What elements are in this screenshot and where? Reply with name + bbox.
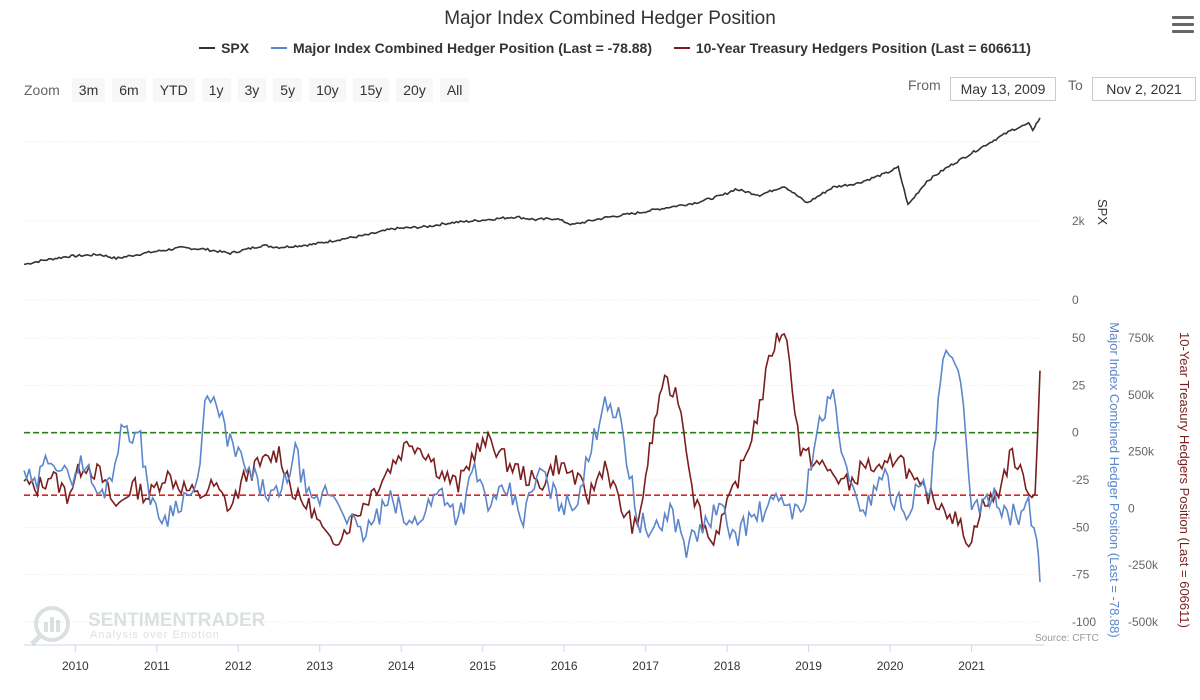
- spx-series-line: [23, 117, 1041, 266]
- hedger-axis-title: Major Index Combined Hedger Position (La…: [1107, 322, 1122, 637]
- treasury-series-line: [23, 332, 1041, 549]
- legend-label-spx: SPX: [221, 40, 250, 56]
- treasury-tick-label: -250k: [1128, 558, 1159, 572]
- legend-swatch-hedger: [270, 47, 287, 50]
- hamburger-icon-bar: [1172, 16, 1194, 19]
- x-tick-label: 2014: [388, 659, 415, 673]
- hedger-tick-label: 50: [1072, 331, 1086, 345]
- chart-axes: 2k 0 SPX 50 25 0 -25 -50 -75 -100 750k 500k 250k 0 -25…: [24, 199, 1192, 673]
- range-to-input[interactable]: Nov 2, 2021: [1092, 77, 1196, 101]
- legend-swatch-treasury: [673, 47, 690, 50]
- range-to-label: To: [1068, 77, 1083, 93]
- watermark-logo: SENTIMENTRADER Analysis over Emotion: [30, 604, 265, 651]
- hedger-tick-label: 25: [1072, 378, 1086, 392]
- legend-label-hedger: Major Index Combined Hedger Position (La…: [292, 40, 652, 56]
- magnifier-icon: [30, 606, 70, 646]
- x-tick-label: 2020: [877, 659, 904, 673]
- legend-item-hedger[interactable]: Major Index Combined Hedger Position (La…: [270, 40, 652, 56]
- hedger-tick-label: 0: [1072, 426, 1079, 440]
- zoom-button-10y[interactable]: 10y: [309, 78, 346, 102]
- x-tick-label: 2012: [225, 659, 252, 673]
- hamburger-icon-bar: [1172, 30, 1194, 33]
- chart-legend: SPX Major Index Combined Hedger Position…: [0, 40, 1200, 56]
- x-tick-label: 2015: [469, 659, 496, 673]
- zoom-button-6m[interactable]: 6m: [112, 78, 146, 102]
- range-from-input[interactable]: May 13, 2009: [950, 77, 1056, 101]
- chart-title: Major Index Combined Hedger Position: [444, 8, 776, 29]
- treasury-tick-label: 250k: [1128, 445, 1155, 459]
- legend-item-treasury[interactable]: 10-Year Treasury Hedgers Position (Last …: [673, 40, 1031, 56]
- zoom-button-5y[interactable]: 5y: [273, 78, 303, 102]
- hedger-tick-label: -75: [1072, 568, 1090, 582]
- hamburger-icon-bar: [1172, 23, 1194, 26]
- legend-label-treasury: 10-Year Treasury Hedgers Position (Last …: [695, 40, 1031, 56]
- treasury-tick-label: 750k: [1128, 331, 1155, 345]
- x-tick-label: 2011: [144, 659, 170, 673]
- zoom-bar: Zoom 3m 6m YTD 1y 3y 5y 10y 15y 20y All: [24, 78, 476, 102]
- treasury-tick-label: -500k: [1128, 615, 1159, 629]
- range-from-label: From: [908, 77, 941, 93]
- treasury-tick-label: 500k: [1128, 388, 1155, 402]
- zoom-button-ytd[interactable]: YTD: [152, 78, 195, 102]
- treasury-axis-title: 10-Year Treasury Hedgers Position (Last …: [1177, 332, 1192, 628]
- x-tick-label: 2016: [551, 659, 578, 673]
- watermark-name: SENTIMENTRADER: [88, 610, 266, 631]
- legend-swatch-spx: [199, 47, 216, 50]
- reference-lines: [24, 431, 1040, 496]
- x-tick-label: 2018: [714, 659, 741, 673]
- watermark-tagline: Analysis over Emotion: [90, 629, 220, 641]
- x-tick-label: 2019: [795, 659, 822, 673]
- zoom-button-1y[interactable]: 1y: [201, 78, 231, 102]
- hedger-tick-label: -50: [1072, 520, 1090, 534]
- x-tick-label: 2010: [62, 659, 89, 673]
- chart-menu-button[interactable]: [1172, 16, 1194, 34]
- hedger-series-line: [23, 348, 1041, 583]
- zoom-button-20y[interactable]: 20y: [396, 78, 433, 102]
- chart-grid: [24, 141, 1040, 623]
- source-note: Source: CFTC: [1035, 633, 1099, 644]
- zoom-label: Zoom: [24, 82, 60, 98]
- spx-axis-title: SPX: [1095, 199, 1110, 225]
- legend-item-spx[interactable]: SPX: [199, 40, 249, 56]
- spx-tick-label: 0: [1072, 293, 1079, 307]
- zoom-button-15y[interactable]: 15y: [352, 78, 390, 102]
- chart-series: [23, 117, 1041, 583]
- zoom-button-all[interactable]: All: [439, 78, 470, 102]
- zoom-button-3m[interactable]: 3m: [71, 78, 106, 102]
- hedger-tick-label: -100: [1072, 615, 1096, 629]
- spx-tick-label: 2k: [1072, 214, 1086, 228]
- x-tick-label: 2013: [306, 659, 333, 673]
- treasury-tick-label: 0: [1128, 501, 1135, 515]
- x-tick-label: 2017: [632, 659, 659, 673]
- zoom-button-3y[interactable]: 3y: [237, 78, 267, 102]
- hedger-tick-label: -25: [1072, 473, 1090, 487]
- x-tick-label: 2021: [958, 659, 985, 673]
